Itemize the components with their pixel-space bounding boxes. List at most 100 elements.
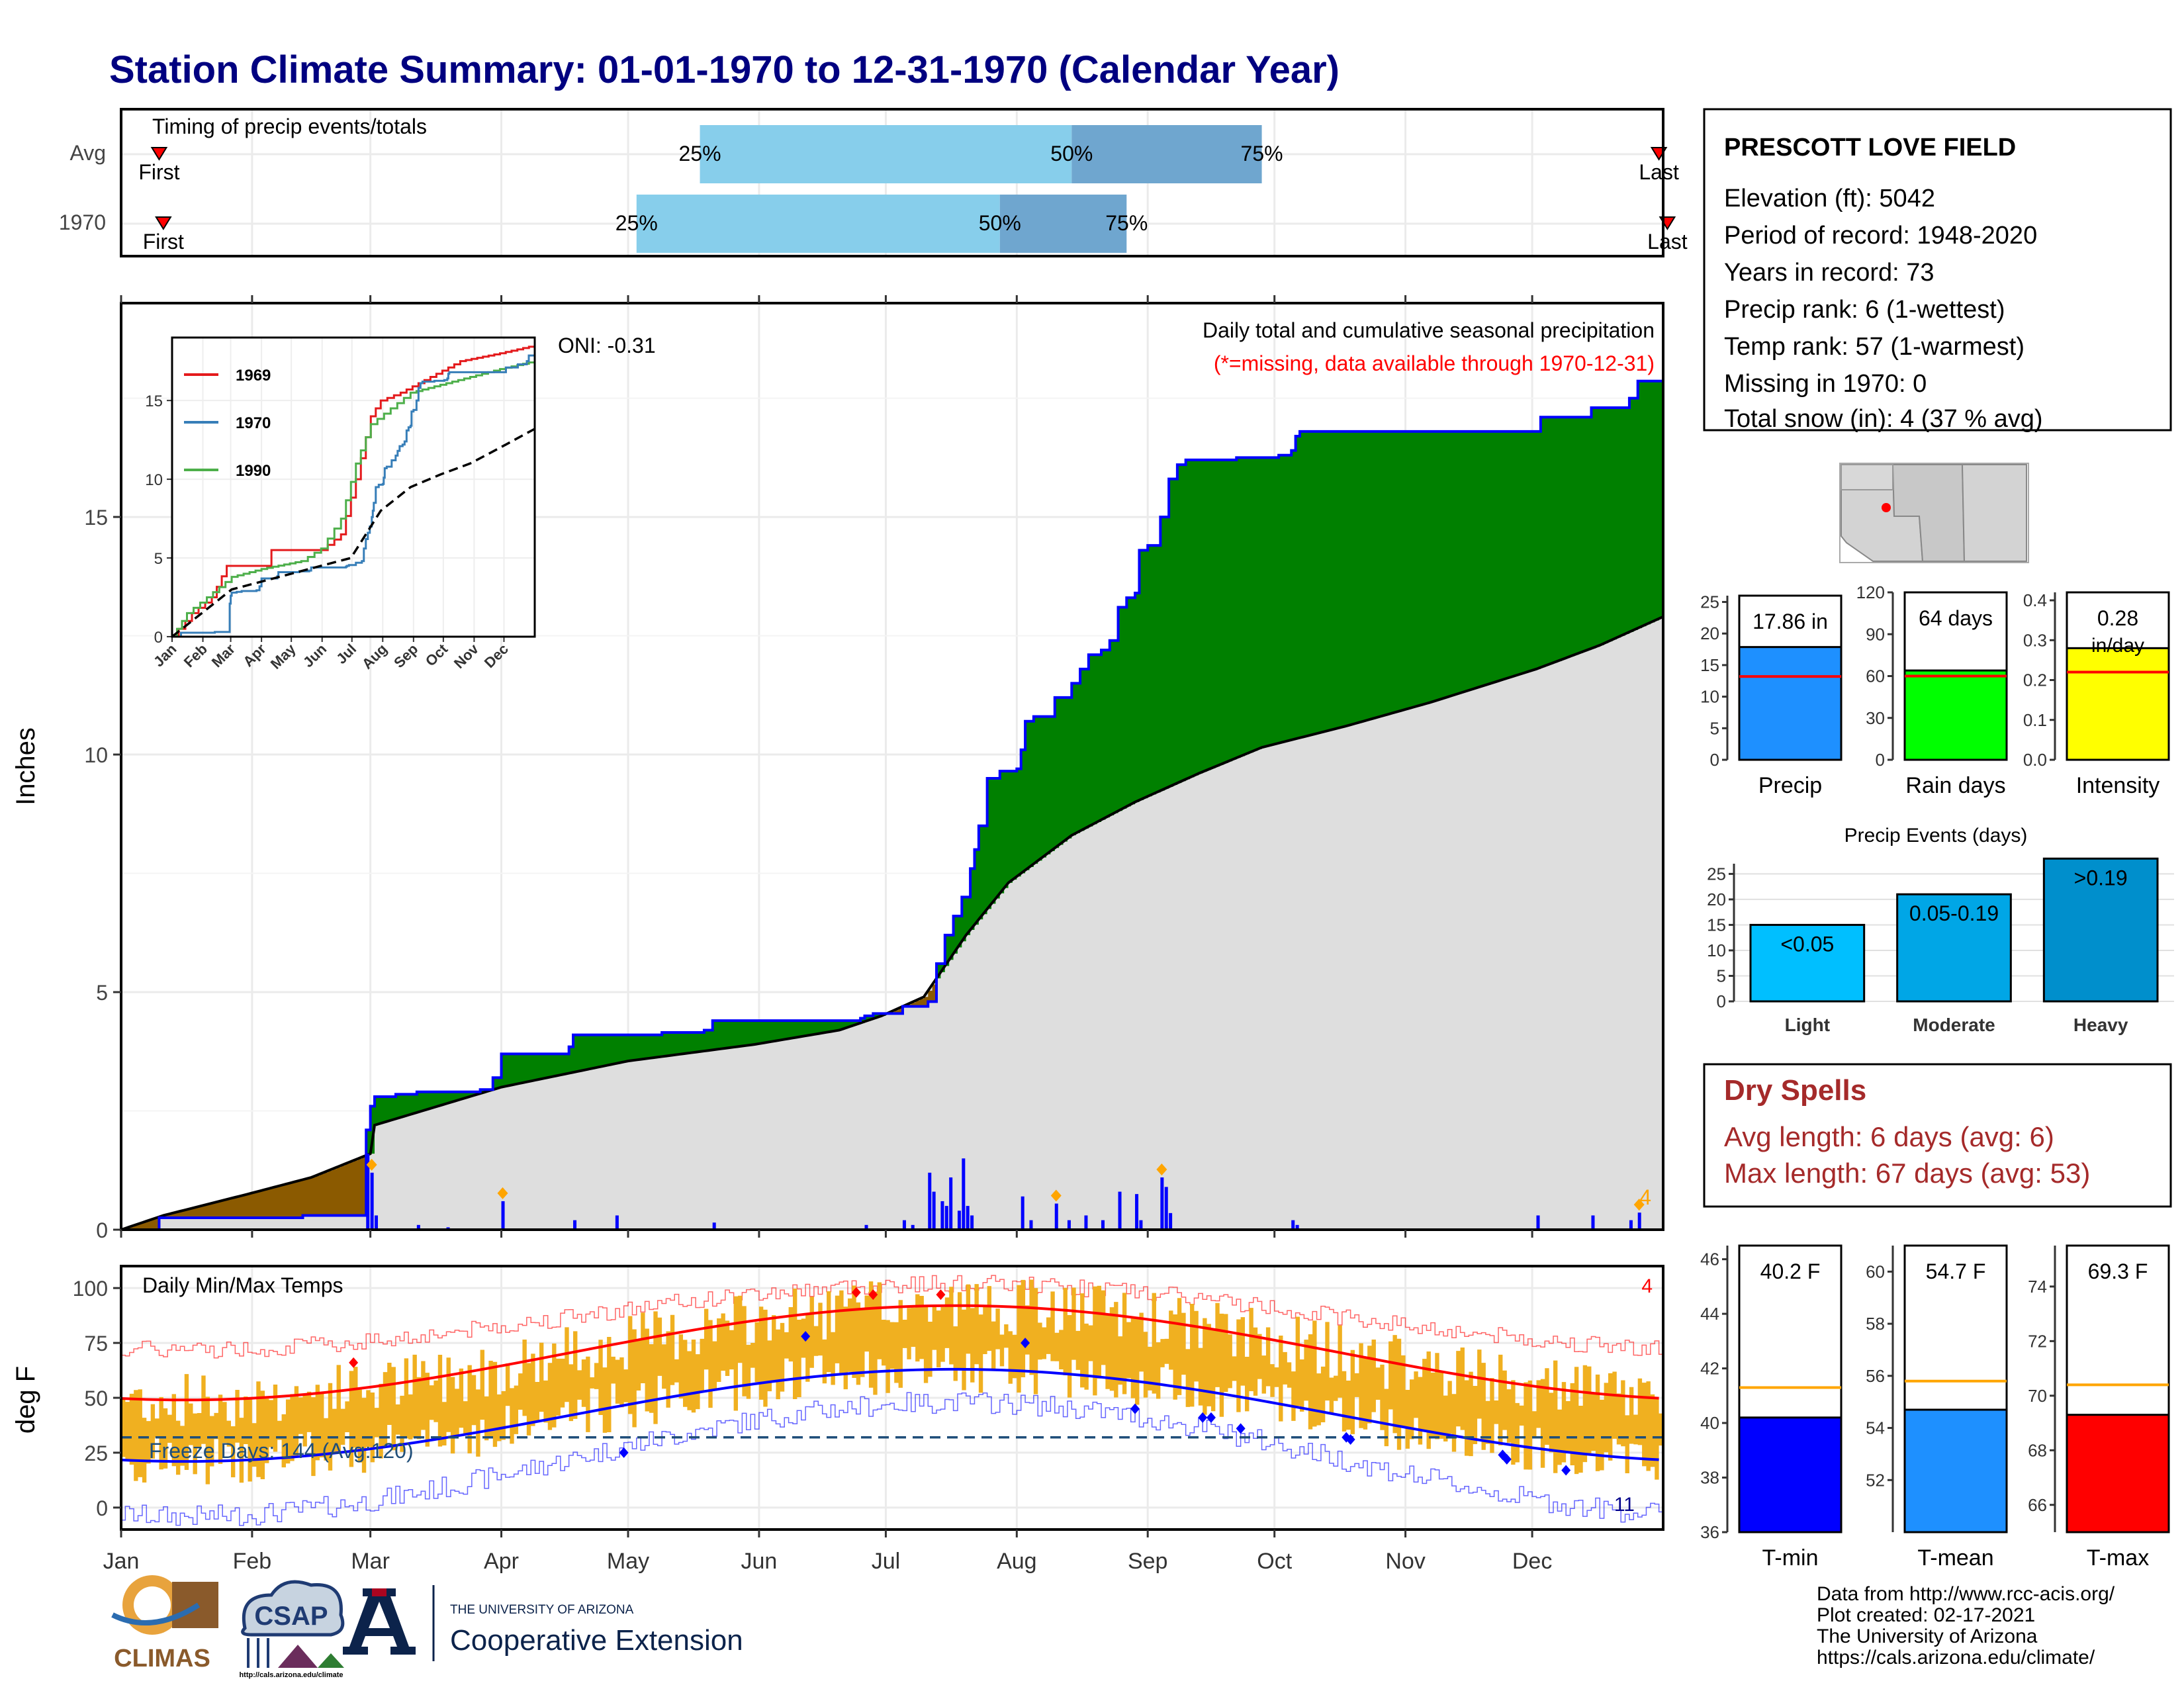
temp-y-tick: 100 bbox=[73, 1277, 108, 1301]
timing-first-marker bbox=[155, 216, 172, 230]
timing-p50-label: 50% bbox=[979, 211, 1021, 235]
events-tick: 5 bbox=[1717, 966, 1726, 985]
freeze-days: Freeze Days: 144 (Avg:120) bbox=[149, 1439, 414, 1463]
station-line-snow: Total snow (in): 4 (37 % avg) bbox=[1724, 405, 2043, 433]
month-label-dec: Dec bbox=[1512, 1549, 1552, 1574]
month-label-feb: Feb bbox=[233, 1549, 272, 1574]
record-min-line bbox=[120, 1392, 1663, 1526]
record-max-line bbox=[120, 1275, 1663, 1359]
record-low-marker bbox=[1021, 1338, 1030, 1349]
tmin-tick: 44 bbox=[1700, 1304, 1719, 1324]
daily-precip-bar bbox=[1637, 1212, 1641, 1230]
precip-total-tick: 20 bbox=[1700, 623, 1719, 643]
tmean-label: T-mean bbox=[1917, 1545, 1993, 1571]
climas-logo-text: CLIMAS bbox=[114, 1645, 210, 1672]
precip-total-bar bbox=[1738, 646, 1843, 761]
timing-p25-label: 25% bbox=[679, 142, 721, 165]
daily-precip-bar bbox=[940, 1201, 944, 1230]
month-label-may: May bbox=[607, 1549, 649, 1574]
timing-p25-label: 25% bbox=[615, 211, 658, 235]
footer-line-url: https://cals.arizona.edu/climate/ bbox=[1817, 1647, 2095, 1668]
daily-precip-bar bbox=[1295, 1224, 1299, 1230]
daily-precip-bar bbox=[1160, 1177, 1164, 1230]
rain-days-tick: 60 bbox=[1866, 666, 1885, 686]
timing-panel: 25% 50% 75% First Last 25% 50% 75% First Last Tim… bbox=[59, 108, 1688, 257]
tmean-tick: 52 bbox=[1866, 1470, 1885, 1490]
rain-days-bar bbox=[1903, 669, 2008, 761]
observed-cumulative-line bbox=[121, 379, 1663, 1231]
inset-series-1969 bbox=[172, 345, 536, 638]
station-line-precip-rank: Precip rank: 6 (1-wettest) bbox=[1724, 296, 2005, 324]
record-low-marker bbox=[1561, 1465, 1571, 1476]
rain-days-tick: 120 bbox=[1856, 582, 1885, 602]
dry-spells-box: Dry Spells Avg length: 6 days (avg: 6) M… bbox=[1703, 1063, 2172, 1208]
precip-y-tick: 5 bbox=[96, 981, 108, 1005]
daily-precip-bar bbox=[1029, 1220, 1033, 1230]
daily-precip-bar bbox=[864, 1224, 868, 1230]
intensity-unit: in/day bbox=[2091, 635, 2144, 657]
footer-line-university: The University of Arizona bbox=[1817, 1625, 2038, 1647]
precip-caption: Daily total and cumulative seasonal prec… bbox=[1203, 318, 1655, 342]
precip-y-tick: 15 bbox=[84, 506, 108, 529]
timing-last-label: Last bbox=[1647, 230, 1688, 253]
inset-y-tick: 15 bbox=[145, 392, 163, 410]
tmin-bar bbox=[1738, 1416, 1843, 1533]
event-category-label: Moderate bbox=[1913, 1015, 1995, 1035]
daily-temp-range-bars bbox=[121, 1279, 1663, 1485]
intensity-label: Intensity bbox=[2076, 773, 2160, 798]
month-label-oct: Oct bbox=[1257, 1549, 1292, 1574]
record-low-marker bbox=[1130, 1403, 1140, 1414]
daily-precip-bar bbox=[957, 1211, 961, 1230]
daily-precip-bar bbox=[902, 1220, 906, 1230]
snow-day-marker bbox=[1050, 1189, 1062, 1202]
intensity-value: 0.28 bbox=[2097, 606, 2138, 630]
rain-days-value: 64 days bbox=[1919, 606, 1993, 630]
record-low-marker bbox=[1206, 1412, 1216, 1423]
tmean-value: 54.7 F bbox=[1926, 1259, 1986, 1283]
daily-precip-bar bbox=[1101, 1220, 1105, 1230]
footer-line-data: Data from http://www.rcc-acis.org/ bbox=[1817, 1583, 2115, 1605]
timing-row-avg-label: Avg bbox=[69, 141, 106, 165]
dry-spells-title: Dry Spells bbox=[1724, 1074, 1866, 1107]
daily-precip-bar bbox=[1021, 1196, 1024, 1230]
precip-y-tick: 10 bbox=[84, 743, 108, 767]
precip-total-tick: 0 bbox=[1710, 750, 1719, 770]
tmin-tick: 42 bbox=[1700, 1359, 1719, 1379]
tmin-value: 40.2 F bbox=[1760, 1259, 1821, 1283]
station-location-marker bbox=[1882, 503, 1891, 512]
daily-precip-bar bbox=[416, 1224, 420, 1230]
events-tick: 20 bbox=[1707, 890, 1726, 909]
inset-legend-label: 1990 bbox=[236, 462, 271, 480]
record-high-marker bbox=[349, 1357, 359, 1368]
station-line-temp-rank: Temp rank: 57 (1-warmest) bbox=[1724, 333, 2025, 361]
daily-precip-bar bbox=[1291, 1220, 1295, 1230]
daily-precip-bar bbox=[1139, 1220, 1143, 1230]
station-info-box: PRESCOTT LOVE FIELD Elevation (ft): 5042… bbox=[1703, 108, 2172, 433]
tmin-tick: 38 bbox=[1700, 1468, 1719, 1488]
events-tick: 0 bbox=[1717, 991, 1726, 1011]
event-bar-label: 0.05-0.19 bbox=[1909, 901, 1999, 925]
event-category-label: Heavy bbox=[2073, 1015, 2128, 1035]
cold-day-count: 11 bbox=[1614, 1494, 1635, 1516]
record-low-marker bbox=[1502, 1453, 1512, 1465]
average-cumulative-line bbox=[120, 616, 1664, 1231]
daily-precip-bar bbox=[944, 1206, 948, 1230]
temp-y-tick: 25 bbox=[84, 1441, 108, 1465]
events-tick: 25 bbox=[1707, 864, 1726, 884]
daily-precip-bar bbox=[1084, 1215, 1088, 1230]
ua-logo: THE UNIVERSITY OF ARIZONA Cooperative Ex… bbox=[343, 1585, 743, 1661]
temperature-chart: 0 25 50 75 100 deg F Daily Min/Max Temps Fre… bbox=[11, 1265, 1664, 1537]
daily-precip-bar bbox=[932, 1191, 936, 1230]
tmax-value: 69.3 F bbox=[2088, 1259, 2148, 1283]
tmax-tick: 68 bbox=[2028, 1440, 2047, 1460]
temp-y-axis-label: deg F bbox=[11, 1366, 40, 1434]
tmin-label: T-min bbox=[1762, 1545, 1819, 1571]
tmax-label: T-max bbox=[2087, 1545, 2149, 1571]
month-label-apr: Apr bbox=[484, 1549, 519, 1574]
daily-precip-bar bbox=[1629, 1220, 1633, 1230]
timing-bar-lower-Avg bbox=[700, 125, 1072, 183]
daily-precip-bar bbox=[1067, 1220, 1071, 1230]
daily-precip-bar bbox=[1536, 1215, 1540, 1230]
